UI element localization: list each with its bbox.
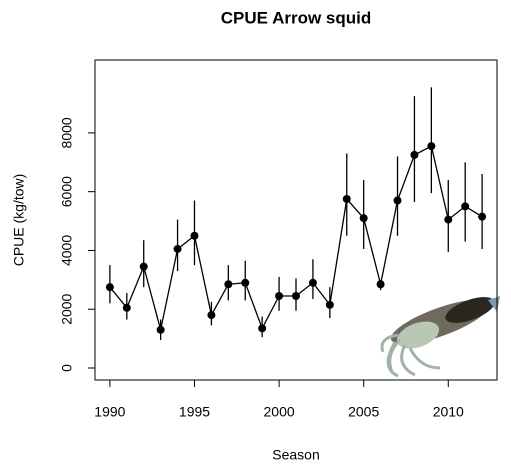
x-tick-label: 1995: [179, 404, 210, 420]
point: [359, 214, 368, 223]
x-tick-label: 2010: [433, 404, 464, 420]
plot-frame: [94, 59, 498, 381]
point: [478, 212, 487, 221]
point: [427, 142, 436, 151]
point: [122, 303, 131, 312]
point: [461, 202, 470, 211]
point: [173, 244, 182, 253]
y-tick-label: 6000: [59, 176, 75, 207]
x-tick-label: 2005: [348, 404, 379, 420]
point: [105, 283, 114, 292]
chart-title: CPUE Arrow squid: [221, 8, 372, 27]
point: [292, 292, 300, 301]
point: [444, 215, 453, 224]
point: [190, 231, 199, 240]
point: [207, 311, 216, 320]
point: [241, 278, 250, 287]
point: [342, 195, 351, 204]
x-tick-label: 2000: [264, 404, 295, 420]
point: [393, 196, 402, 205]
y-tick-label: 2000: [59, 293, 75, 324]
y-tick-label: 8000: [59, 117, 75, 148]
y-tick-label: 4000: [59, 235, 75, 266]
point: [410, 150, 419, 159]
point: [308, 278, 317, 287]
point: [224, 280, 233, 289]
point: [325, 300, 334, 309]
point: [139, 262, 148, 271]
squid-image: [380, 296, 500, 378]
x-tick-label: 1990: [94, 404, 125, 420]
point: [156, 325, 165, 334]
y-axis-label: CPUE (kg/tow): [11, 174, 27, 267]
point: [258, 324, 267, 333]
point: [275, 292, 284, 301]
x-axis-label: Season: [272, 447, 319, 463]
point: [376, 280, 385, 289]
y-tick-label: 0: [59, 364, 75, 372]
